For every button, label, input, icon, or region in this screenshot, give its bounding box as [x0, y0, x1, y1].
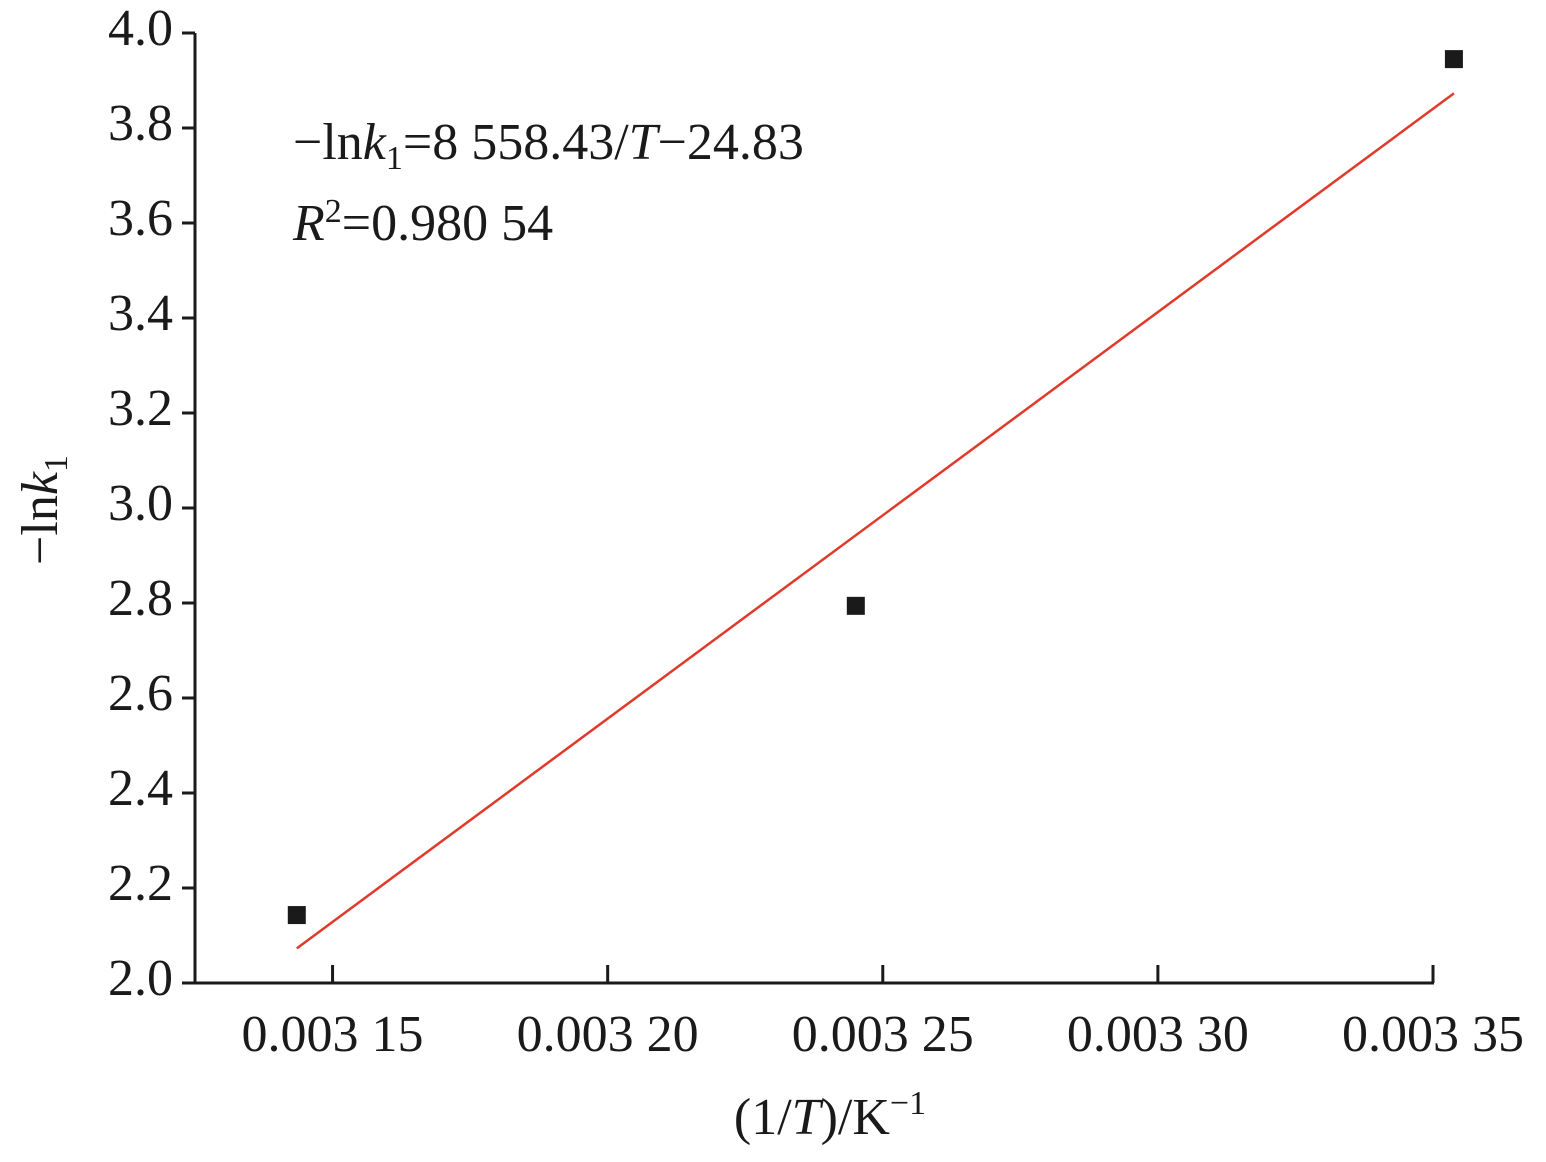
r-squared: R2=0.980 54 — [292, 193, 553, 252]
y-axis-label: −lnk1 — [12, 455, 75, 565]
x-tick-label: 0.003 20 — [517, 1006, 699, 1063]
y-tick-label: 3.0 — [108, 475, 173, 532]
x-label-part: T — [792, 1089, 824, 1146]
fit-equation: −lnk1=8 558.43/T−24.83 — [293, 114, 804, 177]
eq-part: 1 — [386, 140, 403, 177]
r2-part: =0.980 54 — [342, 195, 553, 252]
x-label-part: )/K — [821, 1089, 891, 1146]
eq-part: −ln — [293, 114, 363, 171]
y-label-part: −ln — [12, 495, 69, 565]
x-tick-label: 0.003 15 — [242, 1006, 424, 1063]
y-tick-label: 2.8 — [108, 570, 173, 627]
y-label-part: 1 — [38, 455, 75, 472]
eq-part: −24.83 — [658, 114, 804, 171]
eq-part: T — [629, 114, 661, 171]
y-tick-label: 2.0 — [108, 950, 173, 1007]
fit-line — [296, 92, 1455, 950]
y-label-part: k — [12, 471, 69, 495]
data-point — [1444, 50, 1463, 69]
r2-part: R — [292, 195, 325, 252]
x-tick-label: 0.003 25 — [792, 1006, 974, 1063]
y-tick-label: 2.2 — [108, 855, 173, 912]
y-tick-label: 2.4 — [108, 760, 173, 817]
data-point — [287, 906, 306, 925]
y-tick-label: 3.6 — [108, 190, 173, 247]
y-tick-label: 3.4 — [108, 285, 173, 342]
x-tick-label: 0.003 30 — [1067, 1006, 1249, 1063]
eq-part: =8 558.43/ — [403, 114, 629, 171]
r2-part: 2 — [325, 193, 342, 230]
x-label-part: (1/ — [734, 1089, 792, 1146]
x-axis-label: (1/T)/K−1 — [734, 1085, 926, 1146]
y-tick-label: 3.2 — [108, 380, 173, 437]
eq-part: k — [363, 114, 387, 171]
x-label-part: −1 — [890, 1085, 926, 1122]
y-tick-label: 2.6 — [108, 665, 173, 722]
y-tick-label: 4.0 — [108, 0, 173, 57]
data-point — [846, 596, 865, 615]
x-tick-label: 0.003 35 — [1342, 1006, 1524, 1063]
y-tick-label: 3.8 — [108, 95, 173, 152]
